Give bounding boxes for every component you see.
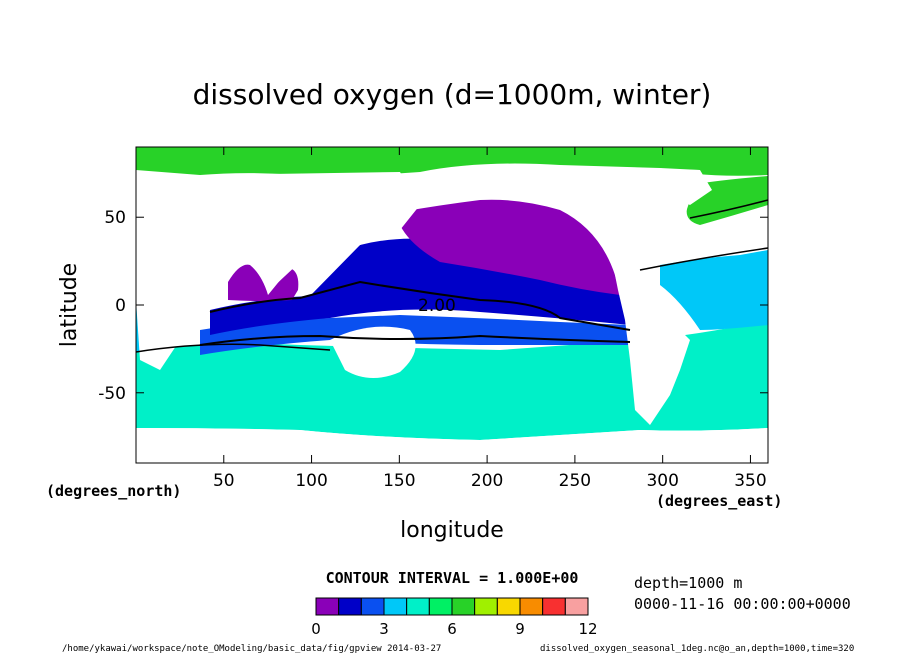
colorbar-label-1: 3 — [379, 620, 389, 638]
y-units-label: (degrees_north) — [46, 482, 181, 500]
contour-line-southern — [135, 343, 331, 353]
x-tick-label-0: 50 — [213, 471, 235, 491]
contour-line-arctic — [689, 199, 769, 219]
x-tick-label-5: 300 — [646, 471, 678, 491]
colorbar-swatch-8 — [496, 597, 521, 616]
y-tick-label-1: 0 — [115, 296, 126, 316]
land-africa — [136, 175, 215, 370]
colorbar-label-2: 6 — [447, 620, 457, 638]
contour-interval-label: CONTOUR INTERVAL = 1.000E+00 — [326, 569, 579, 587]
colorbar-swatch-3 — [383, 597, 408, 616]
region-north-pacific-purple — [400, 199, 620, 295]
chart-title: dissolved oxygen (d=1000m, winter) — [193, 78, 712, 111]
time-info: 0000-11-16 00:00:00+0000 — [634, 595, 851, 613]
colorbar-swatch-2 — [360, 597, 385, 616]
contour-label: 2.00 — [418, 296, 456, 316]
colorbar-swatch-4 — [406, 597, 430, 616]
footer-right: dissolved_oxygen_seasonal_1deg.nc@o_an,d… — [540, 644, 854, 654]
colorbar-swatch-0 — [315, 597, 340, 616]
region-southern-ocean — [136, 320, 768, 440]
contour-line-atlantic — [639, 247, 769, 271]
region-arabian-sea-purple — [228, 264, 299, 301]
colorbar-swatch-9 — [519, 597, 544, 616]
colorbar-swatch-11 — [564, 597, 589, 616]
y-tick-label-0: -50 — [98, 384, 126, 404]
y-axis: -50 0 50 — [98, 208, 768, 404]
land-greenland — [660, 168, 712, 205]
colorbar-label-4: 12 — [578, 620, 597, 638]
colorbar-swatch-6 — [451, 597, 476, 616]
footer-left: /home/ykawai/workspace/note_OModeling/ba… — [62, 644, 441, 654]
colorbar: 0 3 6 9 12 — [311, 597, 598, 638]
x-tick-label-6: 350 — [734, 471, 766, 491]
colorbar-label-3: 9 — [515, 620, 525, 638]
colorbar-swatch-1 — [338, 597, 362, 616]
colorbar-swatch-7 — [474, 597, 498, 616]
region-tropical-blue — [200, 315, 630, 355]
x-axis-label: longitude — [400, 518, 504, 543]
plot-area: 2.00 — [135, 146, 769, 464]
region-arctic — [136, 147, 768, 178]
colorbar-label-0: 0 — [311, 620, 321, 638]
x-units-label: (degrees_east) — [656, 492, 782, 510]
x-axis: 50 100 150 200 250 300 350 — [213, 147, 767, 491]
depth-info: depth=1000 m — [634, 574, 742, 592]
x-tick-label-1: 100 — [295, 471, 327, 491]
colorbar-swatch-10 — [542, 597, 566, 616]
contour-line-2 — [209, 280, 631, 331]
x-tick-label-2: 150 — [383, 471, 415, 491]
land-americas — [590, 168, 700, 425]
region-atlantic-north-light — [660, 250, 768, 330]
colorbar-swatch-5 — [428, 597, 453, 616]
x-tick-label-4: 250 — [559, 471, 591, 491]
contour-line-3 — [199, 334, 631, 346]
land-eurasia — [210, 172, 420, 290]
x-tick-label-3: 200 — [471, 471, 503, 491]
land-antarctica — [136, 428, 768, 463]
y-tick-label-2: 50 — [104, 208, 126, 228]
y-axis-label: latitude — [57, 263, 82, 347]
